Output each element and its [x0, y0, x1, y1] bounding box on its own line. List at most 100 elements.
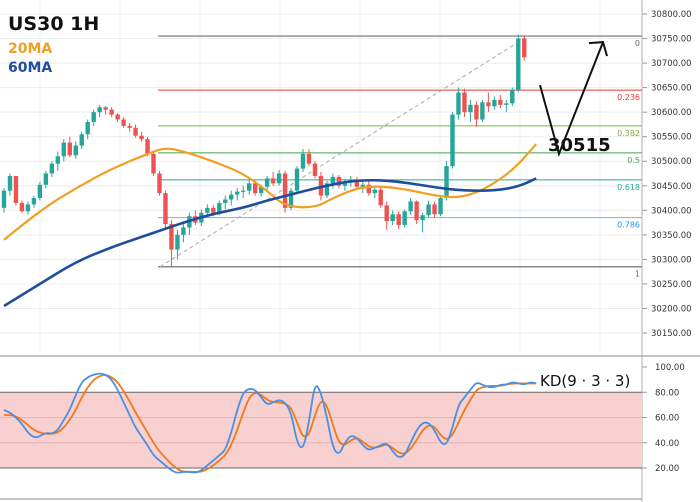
candle-up [258, 186, 264, 194]
candle-down [354, 179, 360, 187]
kd-tick-label: 80.00 [655, 388, 679, 398]
candle-up [390, 214, 395, 222]
candle-down [169, 224, 174, 250]
candle-up [49, 163, 55, 174]
candle-up [426, 204, 431, 216]
ma20-legend: 20MA [8, 41, 52, 57]
candle-up [85, 121, 90, 135]
ma60-legend: 60MA [8, 60, 52, 76]
fib-label-1: 1 [635, 270, 640, 279]
candle-up [468, 104, 473, 113]
candle-up [492, 99, 497, 107]
candle-down [432, 204, 437, 215]
fib-label-0.786: 0.786 [617, 221, 640, 230]
candle-down [139, 135, 144, 140]
ma60-line [3, 177, 537, 308]
candle-down [127, 125, 132, 128]
kd-overbought-oversold-band [0, 392, 642, 468]
price-tick-label: 30500.00 [651, 157, 692, 167]
candle-down [13, 175, 19, 203]
candle-up [294, 168, 300, 191]
candle-up [516, 38, 521, 91]
candle-up [330, 176, 336, 184]
candle-up [79, 134, 84, 146]
candle-up [97, 107, 102, 113]
kd-tick-label: 20.00 [655, 464, 679, 474]
kd-tick-label: 60.00 [655, 414, 679, 424]
candle-down [366, 184, 371, 194]
candle-up [456, 92, 461, 115]
candle-down [306, 153, 312, 164]
fib-label-0.236: 0.236 [617, 93, 640, 102]
candle-down [474, 104, 479, 120]
candle-up [55, 156, 61, 164]
candle-up [504, 103, 509, 105]
candle-down [67, 142, 72, 156]
candle-down [396, 214, 401, 226]
price-tick-label: 30650.00 [651, 84, 692, 94]
price-axis: 30800.00 30750.00 30700.00 30650.00 30600.00… [642, 10, 692, 339]
chart-title: US30 1H [8, 13, 99, 35]
candle-up [288, 190, 294, 208]
price-tick-label: 30350.00 [651, 231, 692, 241]
candle-down [211, 207, 216, 213]
fib-label-0.5: 0.5 [627, 156, 640, 165]
candle-up [91, 112, 96, 122]
price-tick-label: 30150.00 [651, 329, 692, 339]
candle-up [223, 199, 228, 203]
candle-up [342, 181, 348, 186]
candle-up [372, 189, 377, 194]
candle-down [312, 163, 318, 176]
fib-label-0.382: 0.382 [617, 129, 640, 138]
kd-axis: 100.00 80.00 60.00 40.00 20.00 [642, 363, 685, 474]
candle-down [157, 173, 162, 194]
candle-down [103, 107, 108, 110]
candle-up [181, 227, 186, 235]
candle-up [324, 183, 330, 196]
candle-down [498, 99, 503, 105]
candle-down [121, 119, 126, 126]
candle-up [300, 153, 306, 169]
fib-label-0: 0 [635, 39, 640, 48]
candle-down [384, 205, 389, 222]
kd-d-line [3, 374, 537, 473]
candle-up [510, 90, 515, 104]
candle-up [402, 211, 407, 226]
candle-up [205, 207, 210, 213]
candle-up [408, 201, 413, 212]
price-tick-label: 30600.00 [651, 108, 692, 118]
price-tick-label: 30750.00 [651, 35, 692, 45]
candle-down [19, 202, 25, 212]
candle-up [31, 198, 37, 205]
candle-down [151, 153, 156, 174]
candle-up [7, 175, 13, 191]
candle-up [217, 202, 222, 213]
fib-trend-line [159, 35, 529, 268]
candle-down [282, 173, 288, 208]
candle-up [241, 190, 246, 192]
candle-up [43, 173, 49, 185]
price-tick-label: 30400.00 [651, 206, 692, 216]
candle-down [336, 176, 342, 186]
kd-tick-label: 100.00 [655, 363, 685, 373]
candle-down [145, 139, 150, 154]
candle-down [486, 102, 491, 107]
price-tick-label: 30700.00 [651, 59, 692, 69]
candlesticks [1, 34, 527, 267]
price-tick-label: 30550.00 [651, 133, 692, 143]
kd-indicator [0, 372, 642, 474]
candle-up [175, 234, 180, 250]
candle-up [37, 184, 43, 199]
candle-down [462, 92, 467, 113]
candle-down [252, 183, 258, 194]
projection-path [539, 41, 604, 158]
candle-up [1, 190, 7, 208]
candle-up [276, 173, 282, 184]
candle-up [246, 183, 252, 191]
candle-down [378, 189, 383, 206]
candle-up [360, 184, 365, 187]
candle-down [270, 178, 276, 184]
price-tick-label: 30800.00 [651, 10, 692, 20]
fib-label-0.618: 0.618 [617, 183, 640, 192]
